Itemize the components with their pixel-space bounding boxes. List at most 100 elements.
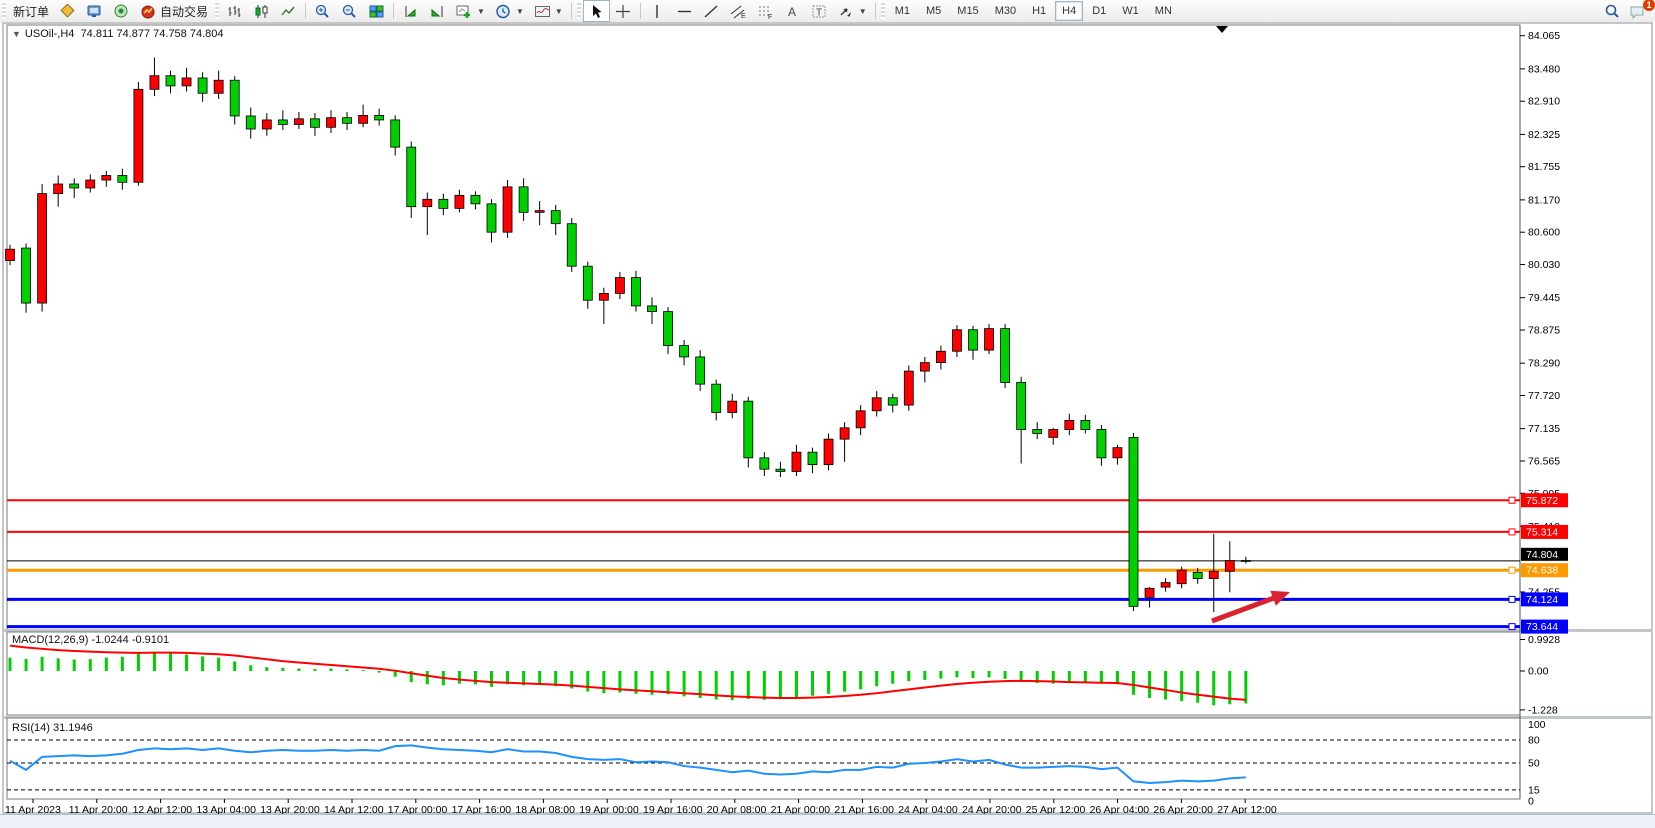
trend-arrow-shaft[interactable] [1211,592,1283,624]
chart-canvas[interactable]: 84.065 83.480 82.910 82.325 81.755 81.170 80.6… [0,22,1655,827]
market-watch-button[interactable] [81,0,108,22]
trendline-tool-button[interactable] [698,0,725,22]
zoom-in-button[interactable] [309,0,336,22]
bar-chart-button[interactable] [221,0,248,22]
timeframe-h1[interactable]: H1 [1032,5,1047,17]
templates-button[interactable]: ▼ [529,0,568,22]
auto-scroll-button[interactable] [397,0,424,22]
tile-windows-button[interactable] [363,0,390,22]
time-axis-label: 24 Apr 20:00 [962,804,1022,816]
main-toolbar: 新订单 自动交易 [0,0,1655,23]
chevron-down-icon: ▼ [477,6,485,16]
notifications-icon[interactable]: 1 [1629,0,1655,19]
status-strip [0,814,1655,828]
navigator-button[interactable] [108,0,135,22]
candle-body [534,210,545,213]
fibonacci-tool-button[interactable]: F [752,0,779,22]
timeframe-d1[interactable]: D1 [1092,5,1107,17]
candle-body [550,210,561,225]
candles [5,57,1251,613]
line-chart-button[interactable] [275,0,302,22]
candle-body [69,183,80,189]
chart-title-collapse-icon[interactable]: ▼ [12,29,21,39]
cursor-tool-button[interactable] [582,0,610,22]
candle-body [1240,560,1251,562]
candle-body [293,118,304,125]
timeframe-mn[interactable]: MN [1154,5,1172,17]
line-handle[interactable] [1508,528,1516,536]
candle-body [1128,437,1139,607]
periods-button[interactable]: ▼ [490,0,529,22]
timeframe-m15[interactable]: M15 [957,5,979,17]
crosshair-tool-button[interactable] [610,0,637,22]
line-chart-icon [280,4,297,19]
candle-body [181,77,192,87]
timeframe-h4[interactable]: H4 [1055,1,1084,21]
candle-body [486,203,497,233]
vertical-line-icon [649,4,666,19]
time-axis-label: 11 Apr 2023 [5,804,61,816]
chart-shift-icon [429,4,446,19]
time-axis-label: 26 Apr 04:00 [1090,804,1150,816]
chart-shift-button[interactable] [424,0,451,22]
candle-body [165,75,176,87]
vertical-line-tool-button[interactable] [644,0,671,22]
auto-scroll-icon [402,4,419,19]
panel-separator[interactable] [3,629,1652,632]
svg-text:T: T [816,7,822,18]
price-badge [1521,563,1568,578]
rsi-axis-label: 50 [1528,758,1540,770]
timeframe-m5[interactable]: M5 [926,5,942,17]
candle-body [245,115,256,130]
toolbar-grip[interactable] [576,3,581,19]
price-badge-label: 74.638 [1526,565,1558,577]
text-label-tool-button[interactable]: T [806,0,833,22]
candle-body [261,119,272,130]
line-handle[interactable] [1508,623,1516,631]
add-indicator-button[interactable]: ▼ [451,0,490,22]
zoom-out-icon [341,4,358,19]
candle-body [919,362,930,372]
candle-body [952,329,962,352]
toolbar-grip[interactable] [880,3,885,19]
channel-tool-button[interactable]: E [725,0,752,22]
new-order-icon-button[interactable] [54,0,81,22]
line-handle[interactable] [1508,595,1516,603]
time-axis-label: 24 Apr 04:00 [898,804,958,816]
line-handle[interactable] [1508,496,1516,504]
candle-body [406,146,417,208]
timeframe-m30[interactable]: M30 [994,5,1017,17]
horizontal-line-tool-button[interactable] [671,0,698,22]
candle-body [390,119,401,148]
shapes-tool-button[interactable]: ▼ [833,0,872,22]
price-tick-label: 79.445 [1528,292,1560,304]
text-tool-button[interactable]: A [779,0,806,22]
chevron-down-icon: ▼ [515,6,524,16]
toolbar-grip[interactable] [215,3,220,19]
toolbar-grip[interactable] [2,3,6,19]
trend-arrow-head[interactable] [1270,590,1290,606]
time-axis-label: 17 Apr 00:00 [388,804,448,816]
timeframe-m1[interactable]: M1 [894,5,910,17]
autotrade-button[interactable]: 自动交易 [135,0,213,22]
new-order-button[interactable]: 新订单 [8,0,54,22]
scroll-to-end-icon[interactable] [1216,26,1228,33]
price-badge-label: 75.872 [1526,495,1558,507]
candle-body [1016,382,1027,430]
candle-body [197,77,208,94]
crosshair-icon [615,4,632,19]
time-axis-label: 19 Apr 00:00 [579,804,639,816]
candlestick-chart-button[interactable] [248,0,275,22]
line-handle[interactable] [1508,566,1516,574]
rsi-axis-label: 80 [1528,734,1540,746]
chevron-down-icon: ▼ [858,6,867,16]
candle-body [598,293,609,301]
trend-arrow[interactable] [1211,590,1290,624]
search-icon[interactable] [1604,4,1621,19]
periods-icon [495,4,512,19]
zoom-out-button[interactable] [336,0,363,22]
timeframe-w1[interactable]: W1 [1122,5,1139,17]
candle-body [791,451,802,472]
svg-text:F: F [768,14,772,19]
candle-body [37,193,47,304]
